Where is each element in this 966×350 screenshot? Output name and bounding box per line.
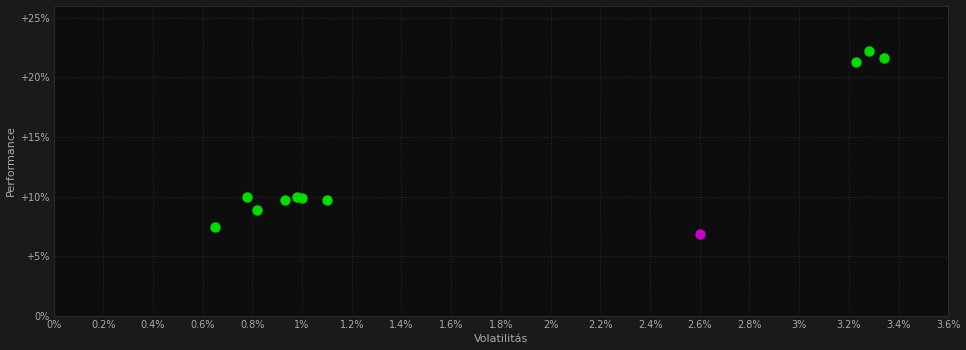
Y-axis label: Performance: Performance: [6, 125, 15, 196]
Point: [295, 195, 310, 201]
Point: [319, 197, 334, 203]
Point: [249, 207, 265, 212]
Point: [290, 194, 305, 199]
Point: [876, 55, 892, 61]
Point: [861, 48, 876, 54]
Point: [692, 231, 707, 237]
Point: [208, 224, 223, 229]
Point: [848, 59, 864, 64]
Point: [240, 194, 255, 199]
Point: [277, 197, 293, 203]
X-axis label: Volatilitás: Volatilitás: [473, 335, 528, 344]
